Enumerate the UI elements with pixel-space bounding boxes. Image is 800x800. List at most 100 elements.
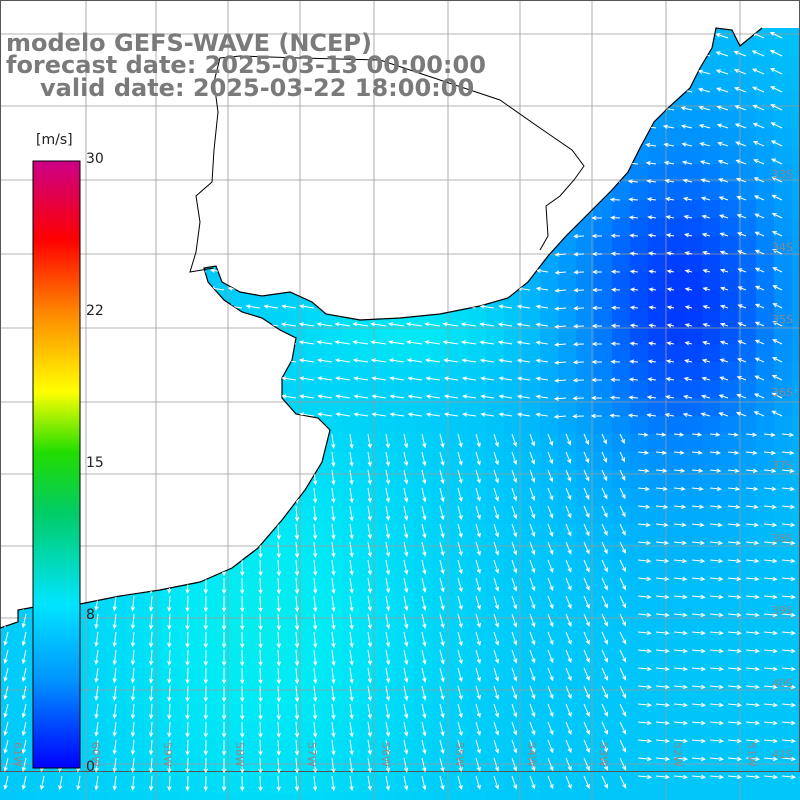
wind-cell — [450, 740, 469, 759]
wind-cell — [180, 704, 199, 723]
wind-arrow — [547, 775, 554, 790]
wind-cell — [684, 344, 703, 363]
wind-cell — [234, 722, 253, 741]
wind-arrow — [367, 739, 372, 756]
wind-arrow — [439, 469, 445, 485]
wind-arrow — [601, 577, 608, 591]
wind-arrow — [673, 720, 689, 726]
wind-arrow — [609, 413, 621, 418]
wind-arrow — [424, 358, 441, 363]
wind-arrow — [673, 756, 689, 762]
wind-arrow — [276, 649, 281, 667]
wind-cell — [738, 254, 757, 273]
wind-arrow — [697, 69, 711, 75]
wind-cell — [90, 686, 109, 705]
wind-arrow — [493, 595, 500, 610]
wind-cell — [738, 704, 757, 723]
wind-cell — [234, 650, 253, 669]
wind-arrow — [167, 667, 172, 684]
wind-cell — [738, 632, 757, 651]
wind-cell — [270, 308, 289, 327]
wind-arrow — [700, 394, 711, 399]
wind-cell — [702, 506, 721, 525]
wind-cell — [126, 758, 145, 777]
wind-arrow — [583, 613, 590, 627]
wind-cell — [720, 380, 739, 399]
wind-arrow — [673, 558, 688, 564]
wind-cell — [432, 704, 451, 723]
wind-arrow — [185, 703, 190, 720]
wind-cell — [54, 704, 73, 723]
wind-cell — [36, 794, 55, 800]
wind-arrow — [709, 576, 724, 582]
wind-arrow — [702, 269, 711, 274]
wind-cell — [144, 740, 163, 759]
wind-cell — [702, 740, 721, 759]
wind-cell — [792, 362, 800, 381]
wind-cell — [414, 722, 433, 741]
wind-cell — [756, 704, 775, 723]
wind-arrow — [781, 684, 797, 690]
wind-arrow — [565, 523, 572, 537]
wind-arrow — [511, 487, 518, 502]
wind-arrow — [691, 702, 707, 708]
wind-arrow — [666, 305, 675, 310]
wind-arrow — [185, 775, 190, 792]
wind-arrow — [349, 505, 354, 522]
longitude-label: 60W — [89, 742, 102, 767]
wind-arrow — [258, 649, 263, 667]
wind-cell — [684, 164, 703, 183]
wind-arrow — [240, 703, 245, 721]
wind-cell — [414, 632, 433, 651]
wind-arrow — [475, 523, 481, 538]
wind-cell — [558, 308, 577, 327]
wind-cell — [738, 776, 757, 795]
wind-arrow — [294, 577, 300, 595]
wind-cell — [540, 722, 559, 741]
wind-cell — [558, 488, 577, 507]
wind-cell — [630, 632, 649, 651]
wind-arrow — [601, 487, 608, 500]
wind-cell — [432, 650, 451, 669]
wind-cell — [36, 632, 55, 651]
wind-arrow — [493, 433, 499, 448]
wind-arrow — [403, 703, 409, 719]
wind-arrow — [313, 595, 318, 613]
wind-cell — [594, 362, 613, 381]
wind-arrow — [547, 739, 554, 754]
wind-cell — [216, 740, 235, 759]
wind-arrow — [736, 376, 747, 381]
wind-cell — [522, 722, 541, 741]
wind-cell — [612, 272, 631, 291]
wind-arrow — [702, 287, 711, 292]
wind-arrow — [457, 649, 463, 665]
wind-arrow — [771, 410, 783, 417]
wind-cell — [486, 326, 505, 345]
wind-cell — [360, 380, 379, 399]
wind-arrow — [385, 613, 391, 630]
wind-cell — [342, 794, 361, 800]
wind-arrow — [583, 739, 590, 754]
wind-arrow — [666, 323, 675, 328]
wind-arrow — [353, 394, 369, 399]
wind-arrow — [349, 433, 354, 449]
wind-cell — [54, 668, 73, 687]
wind-cell — [324, 398, 343, 417]
wind-cell — [630, 218, 649, 237]
wind-arrow — [547, 433, 554, 447]
wind-arrow — [763, 630, 778, 636]
wind-cell — [234, 632, 253, 651]
wind-cell — [216, 686, 235, 705]
wind-cell — [360, 398, 379, 417]
wind-cell — [612, 218, 631, 237]
wind-cell — [666, 650, 685, 669]
wind-cell — [288, 722, 307, 741]
wind-cell — [432, 452, 451, 471]
wind-cell — [756, 434, 775, 453]
wind-arrow — [673, 468, 686, 473]
wind-cell — [576, 398, 595, 417]
wind-arrow — [673, 630, 688, 636]
wind-arrow — [349, 523, 354, 540]
wind-cell — [126, 740, 145, 759]
wind-arrow — [403, 721, 409, 737]
